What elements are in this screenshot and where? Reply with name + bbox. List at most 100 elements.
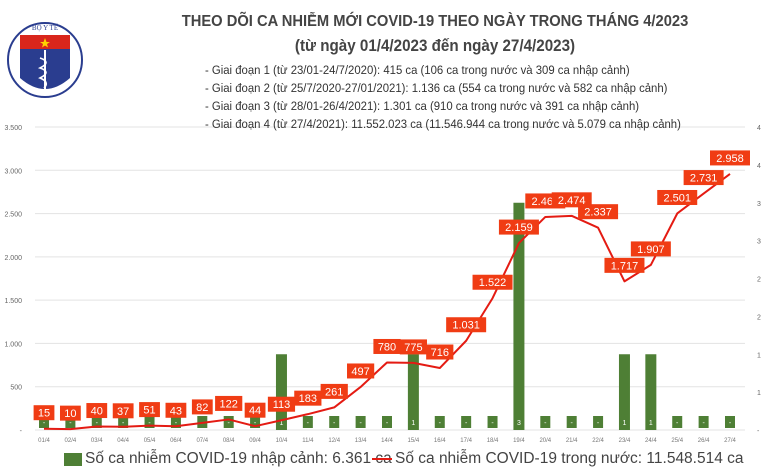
data-label-text: 775: [404, 342, 422, 354]
legend-item-domestic: Số ca nhiễm COVID-19 trong nước: 11.548.…: [372, 450, 744, 468]
bar: [144, 416, 155, 428]
right-axis-tick: 1: [757, 390, 761, 397]
legend-label-domestic: Số ca nhiễm COVID-19 trong nước: 11.548.…: [395, 450, 744, 467]
data-label: 2.731: [683, 170, 724, 186]
data-label-text: 2.337: [584, 207, 612, 219]
data-label-text: 40: [91, 406, 103, 418]
data-label-box: [267, 396, 296, 412]
bar: [329, 416, 340, 428]
data-label-box: [347, 363, 375, 379]
bar-label: 1: [623, 420, 627, 427]
data-label: 15: [33, 405, 55, 421]
data-label-box: [112, 403, 134, 419]
data-label: 775: [399, 339, 427, 355]
x-axis-tick: 27/4: [724, 438, 736, 444]
bar-label: -: [43, 420, 46, 427]
data-label-text: 1.031: [452, 320, 480, 332]
data-label: 51: [139, 402, 160, 418]
bar-label: 1: [411, 420, 415, 427]
data-label: 2.337: [578, 204, 619, 220]
data-label-text: 2.731: [690, 173, 718, 185]
bar: [407, 354, 419, 430]
x-axis-tick: 04/4: [117, 438, 129, 444]
legend-line-swatch: [372, 458, 392, 460]
data-label: 1.717: [604, 257, 645, 273]
data-label: 2.501: [657, 189, 698, 205]
bar: [698, 416, 709, 428]
data-label-box: [244, 402, 266, 418]
bar: [302, 416, 313, 428]
right-axis-tick: 3: [757, 201, 761, 208]
right-axis-tick: -: [757, 428, 760, 435]
right-axis-tick: 3: [757, 239, 761, 246]
data-label-box: [472, 274, 513, 290]
bar: [275, 354, 287, 430]
data-label-text: 44: [249, 405, 261, 417]
data-label-text: 82: [196, 402, 208, 414]
legend-label-imported: Số ca nhiễm COVID-19 nhập cảnh: 6.361 ca: [85, 450, 392, 467]
right-axis-tick: 4: [757, 125, 761, 132]
bar-label: -: [175, 420, 178, 427]
period-notes: - Giai đoạn 1 (từ 23/01-24/7/2020): 415 …: [205, 61, 717, 133]
x-axis-tick: 20/4: [539, 438, 551, 444]
bar-label: -: [676, 420, 679, 427]
data-label-text: 1.717: [611, 260, 639, 272]
x-axis-tick: 11/4: [302, 438, 314, 444]
bar-label: -: [307, 420, 310, 427]
bar: [487, 416, 498, 428]
bar-label: 3: [517, 420, 521, 427]
data-label-box: [33, 405, 55, 421]
bar-label: -: [729, 420, 732, 427]
bar-label: -: [148, 420, 151, 427]
data-label-box: [399, 339, 427, 355]
x-axis-tick: 19/4: [513, 438, 525, 444]
data-label: 716: [426, 344, 454, 360]
bar: [725, 416, 735, 428]
chart-subtitle: (từ ngày 01/4/2023 đến ngày 27/4/2023): [294, 37, 576, 55]
x-axis-tick: 02/4: [65, 438, 77, 444]
bar: [672, 416, 683, 428]
data-label-box: [165, 402, 187, 418]
x-axis-tick: 21/4: [566, 438, 578, 444]
data-label-text: 37: [117, 406, 129, 418]
note-period-1: - Giai đoạn 1 (từ 23/01-24/7/2020): 415 …: [205, 63, 630, 77]
bar: [250, 416, 261, 428]
x-axis-tick: 15/4: [408, 438, 420, 444]
data-label-box: [294, 390, 322, 406]
data-label-box: [215, 395, 243, 411]
bar: [461, 416, 472, 428]
data-label-box: [551, 192, 592, 208]
bar-label: -: [333, 420, 336, 427]
bar: [170, 416, 181, 428]
right-axis-tick: 2: [757, 277, 761, 284]
data-label: 497: [347, 363, 375, 379]
bar-label: -: [465, 420, 468, 427]
data-label-box: [498, 219, 539, 235]
data-label-text: 15: [38, 408, 50, 420]
bar: [223, 416, 234, 428]
legend-item-imported: Số ca nhiễm COVID-19 nhập cảnh: 6.361 ca: [64, 450, 392, 468]
legend-bar-swatch: [64, 452, 82, 466]
x-axis-tick: 10/4: [276, 438, 288, 444]
x-axis-tick: 23/4: [619, 438, 631, 444]
data-label-text: 780: [378, 341, 396, 353]
data-label-text: 122: [220, 398, 238, 410]
left-axis-tick: 2.000: [4, 255, 22, 262]
data-label-box: [657, 189, 698, 205]
bar: [91, 416, 102, 428]
x-axis-tick: 09/4: [249, 438, 261, 444]
data-label-text: 1.522: [479, 277, 507, 289]
data-label: 1.031: [446, 317, 487, 333]
data-label-text: 113: [273, 399, 291, 411]
data-label: 122: [215, 395, 243, 411]
data-label-text: 2.958: [716, 153, 744, 165]
bar-label: -: [597, 420, 600, 427]
left-axis-tick: 500: [10, 385, 22, 392]
data-label-text: 43: [170, 405, 182, 417]
bar-label: -: [254, 420, 257, 427]
x-axis-tick: 24/4: [645, 438, 657, 444]
bar-label: -: [439, 420, 442, 427]
data-label-text: 261: [325, 386, 343, 398]
left-axis-tick: 3.000: [4, 168, 22, 175]
